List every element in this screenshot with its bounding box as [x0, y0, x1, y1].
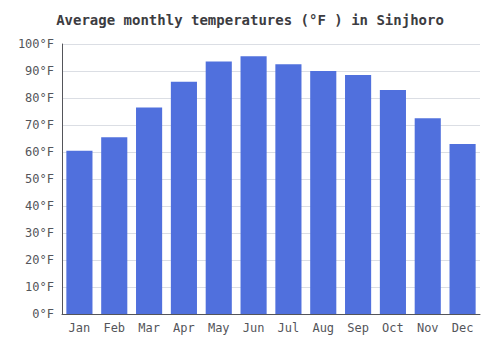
svg-text:May: May	[208, 321, 230, 335]
svg-text:Average monthly temperatures (: Average monthly temperatures (°F ) in Si…	[56, 12, 444, 28]
svg-text:Jun: Jun	[243, 321, 265, 335]
svg-text:Apr: Apr	[173, 321, 195, 335]
svg-text:40°F: 40°F	[25, 199, 54, 213]
svg-text:Dec: Dec	[452, 321, 474, 335]
svg-text:Jul: Jul	[278, 321, 300, 335]
svg-text:60°F: 60°F	[25, 145, 54, 159]
svg-text:70°F: 70°F	[25, 118, 54, 132]
svg-text:0°F: 0°F	[32, 307, 54, 321]
svg-text:Feb: Feb	[103, 321, 125, 335]
svg-text:Aug: Aug	[312, 321, 334, 335]
svg-text:80°F: 80°F	[25, 91, 54, 105]
svg-text:Jan: Jan	[69, 321, 91, 335]
svg-text:Oct: Oct	[382, 321, 404, 335]
svg-text:100°F: 100°F	[18, 37, 54, 51]
svg-text:50°F: 50°F	[25, 172, 54, 186]
svg-text:10°F: 10°F	[25, 280, 54, 294]
svg-text:Sep: Sep	[347, 321, 369, 335]
svg-text:Nov: Nov	[417, 321, 439, 335]
svg-text:20°F: 20°F	[25, 253, 54, 267]
svg-text:Mar: Mar	[138, 321, 160, 335]
svg-text:30°F: 30°F	[25, 226, 54, 240]
svg-text:90°F: 90°F	[25, 64, 54, 78]
